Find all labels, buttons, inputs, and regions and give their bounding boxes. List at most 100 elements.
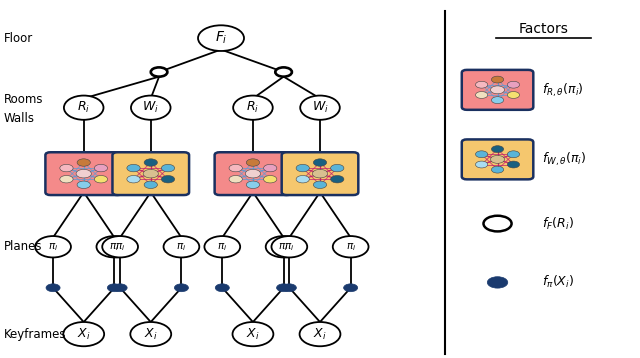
Text: $W_i$: $W_i$ xyxy=(312,100,328,115)
Ellipse shape xyxy=(204,236,240,257)
Ellipse shape xyxy=(233,96,273,120)
Circle shape xyxy=(314,159,326,166)
Circle shape xyxy=(161,175,175,183)
Circle shape xyxy=(508,92,520,98)
Circle shape xyxy=(276,284,291,292)
FancyBboxPatch shape xyxy=(45,152,122,195)
Ellipse shape xyxy=(131,96,171,120)
Text: $\pi_i$: $\pi_i$ xyxy=(109,241,120,253)
Circle shape xyxy=(60,175,73,183)
Text: Factors: Factors xyxy=(518,22,568,36)
Ellipse shape xyxy=(266,236,301,257)
Circle shape xyxy=(144,159,157,166)
Ellipse shape xyxy=(164,236,199,257)
Ellipse shape xyxy=(232,322,273,346)
Circle shape xyxy=(113,284,127,292)
Text: $\pi_i$: $\pi_i$ xyxy=(346,241,356,253)
Circle shape xyxy=(76,169,92,178)
Circle shape xyxy=(275,67,292,77)
FancyBboxPatch shape xyxy=(462,70,533,110)
Circle shape xyxy=(46,284,60,292)
Text: $R_i$: $R_i$ xyxy=(246,100,259,115)
Text: $X_i$: $X_i$ xyxy=(144,326,157,342)
Ellipse shape xyxy=(97,236,132,257)
Text: Floor: Floor xyxy=(4,32,33,45)
Circle shape xyxy=(143,169,159,178)
Circle shape xyxy=(490,86,504,94)
Text: $\pi_i$: $\pi_i$ xyxy=(48,241,58,253)
Text: $F_i$: $F_i$ xyxy=(214,30,227,46)
Ellipse shape xyxy=(131,322,172,346)
Circle shape xyxy=(331,175,344,183)
Text: $R_i$: $R_i$ xyxy=(77,100,90,115)
Circle shape xyxy=(174,284,188,292)
Circle shape xyxy=(151,67,168,77)
Ellipse shape xyxy=(102,236,138,257)
Text: $\pi_i$: $\pi_i$ xyxy=(176,241,186,253)
Circle shape xyxy=(492,146,504,153)
Circle shape xyxy=(296,175,309,183)
Circle shape xyxy=(314,181,326,188)
Circle shape xyxy=(264,164,277,172)
Circle shape xyxy=(77,159,90,166)
Circle shape xyxy=(264,175,277,183)
Ellipse shape xyxy=(63,322,104,346)
Text: $\pi_i$: $\pi_i$ xyxy=(115,241,125,253)
Text: Planes: Planes xyxy=(4,240,42,253)
Circle shape xyxy=(312,169,328,178)
Circle shape xyxy=(492,97,504,103)
FancyBboxPatch shape xyxy=(113,152,189,195)
Circle shape xyxy=(476,81,488,88)
Circle shape xyxy=(508,151,520,158)
Text: $\pi_i$: $\pi_i$ xyxy=(284,241,294,253)
Ellipse shape xyxy=(300,96,340,120)
Text: Keyframes: Keyframes xyxy=(4,328,67,340)
Circle shape xyxy=(508,81,520,88)
Text: $f_{W,\theta}(\pi_i)$: $f_{W,\theta}(\pi_i)$ xyxy=(542,151,586,168)
Circle shape xyxy=(246,159,260,166)
Ellipse shape xyxy=(333,236,369,257)
Circle shape xyxy=(161,164,175,172)
Circle shape xyxy=(476,92,488,98)
Circle shape xyxy=(296,164,309,172)
Circle shape xyxy=(229,164,243,172)
Circle shape xyxy=(127,164,140,172)
FancyBboxPatch shape xyxy=(282,152,358,195)
Circle shape xyxy=(282,284,296,292)
Text: $\pi_i$: $\pi_i$ xyxy=(217,241,227,253)
Text: $\pi_i$: $\pi_i$ xyxy=(278,241,289,253)
Text: $X_i$: $X_i$ xyxy=(313,326,327,342)
Ellipse shape xyxy=(300,322,340,346)
Circle shape xyxy=(344,284,358,292)
Circle shape xyxy=(487,277,508,288)
Circle shape xyxy=(215,284,229,292)
Circle shape xyxy=(476,161,488,168)
Circle shape xyxy=(94,175,108,183)
Text: $f_{\pi}(X_i)$: $f_{\pi}(X_i)$ xyxy=(542,274,574,290)
Text: Rooms: Rooms xyxy=(4,93,44,106)
Text: Walls: Walls xyxy=(4,112,35,125)
Text: $f_{R,\theta}(\pi_i)$: $f_{R,\theta}(\pi_i)$ xyxy=(542,81,584,98)
Circle shape xyxy=(246,181,260,188)
Circle shape xyxy=(144,181,157,188)
Text: $f_F(R_i)$: $f_F(R_i)$ xyxy=(542,216,574,232)
Ellipse shape xyxy=(64,96,104,120)
Circle shape xyxy=(77,181,90,188)
Circle shape xyxy=(508,161,520,168)
Circle shape xyxy=(476,151,488,158)
Circle shape xyxy=(483,216,511,231)
Circle shape xyxy=(245,169,260,178)
Circle shape xyxy=(229,175,243,183)
Ellipse shape xyxy=(271,236,307,257)
Ellipse shape xyxy=(35,236,71,257)
Ellipse shape xyxy=(198,25,244,51)
Circle shape xyxy=(490,155,504,163)
Circle shape xyxy=(127,175,140,183)
Circle shape xyxy=(492,166,504,173)
Circle shape xyxy=(94,164,108,172)
Circle shape xyxy=(331,164,344,172)
Circle shape xyxy=(108,284,122,292)
Circle shape xyxy=(492,76,504,83)
Circle shape xyxy=(60,164,73,172)
FancyBboxPatch shape xyxy=(462,139,533,179)
